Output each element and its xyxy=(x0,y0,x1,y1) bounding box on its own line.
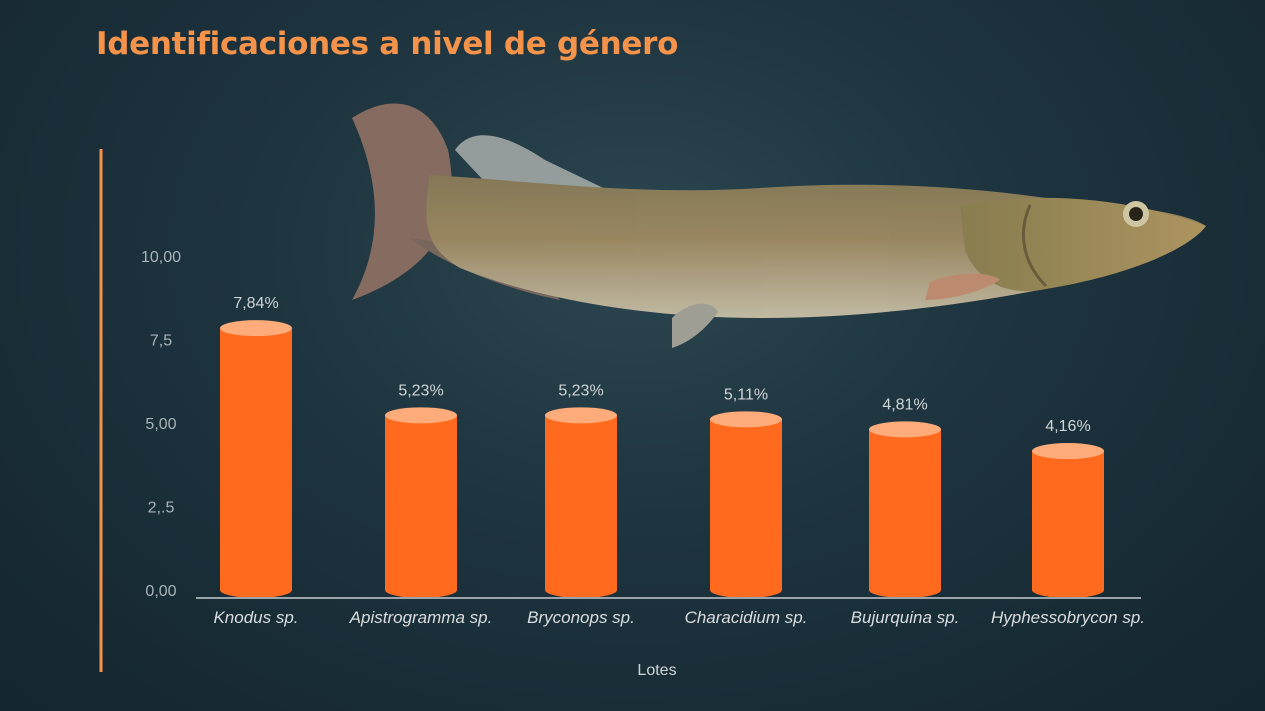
x-tick-label: Hyphessobrycon sp. xyxy=(991,608,1145,627)
y-axis: 0,00 2,.5 5,00 7,5 10,00 xyxy=(141,249,181,600)
bar xyxy=(869,421,941,598)
x-axis: Knodus sp. Apistrogramma sp. Bryconops s… xyxy=(213,608,1145,627)
bar xyxy=(220,320,292,598)
data-label: 5,11% xyxy=(724,386,768,403)
bar xyxy=(710,411,782,598)
bars xyxy=(220,320,1104,598)
x-tick-label: Bujurquina sp. xyxy=(851,608,960,627)
data-label: 7,84% xyxy=(233,295,278,312)
x-tick-label: Characidium sp. xyxy=(685,608,808,627)
bar xyxy=(1032,443,1104,598)
data-label: 4,16% xyxy=(1045,418,1090,435)
x-axis-label: Lotes xyxy=(637,662,676,679)
data-labels: 7,84% 5,23% 5,23% 5,11% 4,81% 4,16% xyxy=(233,295,1090,435)
bar xyxy=(385,407,457,598)
fish-illustration xyxy=(352,103,1206,348)
x-tick-label: Apistrogramma sp. xyxy=(349,608,493,627)
y-tick-label: 5,00 xyxy=(145,416,176,433)
bar xyxy=(545,407,617,598)
x-tick-label: Knodus sp. xyxy=(213,608,298,627)
x-tick-label: Bryconops sp. xyxy=(527,608,635,627)
y-tick-label: 2,.5 xyxy=(148,500,175,517)
y-tick-label: 7,5 xyxy=(150,333,172,350)
y-tick-label: 0,00 xyxy=(145,583,176,600)
y-tick-label: 10,00 xyxy=(141,249,181,266)
chart-title: Identificaciones a nivel de género xyxy=(96,26,679,62)
data-label: 4,81% xyxy=(882,396,927,413)
data-label: 5,23% xyxy=(558,382,603,399)
data-label: 5,23% xyxy=(398,382,443,399)
